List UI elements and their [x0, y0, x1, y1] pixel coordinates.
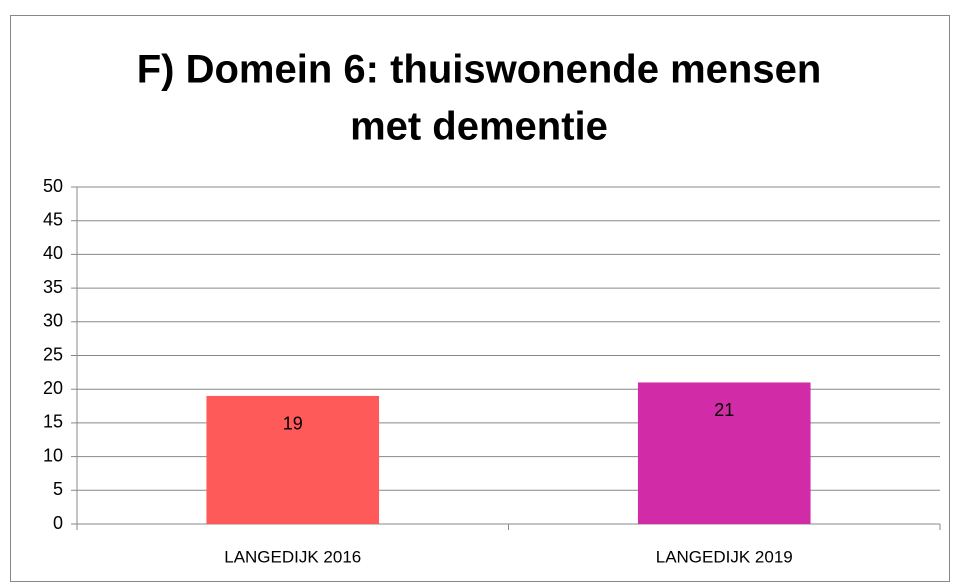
x-tick-label: LANGEDIJK 2019: [656, 547, 793, 566]
chart-title: F) Domein 6: thuiswonende mensen: [137, 48, 822, 92]
y-tick-label: 40: [43, 243, 63, 263]
y-tick-label: 45: [43, 209, 63, 229]
y-tick-label: 20: [43, 378, 63, 398]
y-tick-label: 50: [43, 176, 63, 196]
value-label: 21: [714, 400, 734, 420]
value-label: 19: [283, 414, 303, 434]
y-tick-label: 15: [43, 412, 63, 432]
chart-title: met dementie: [350, 105, 608, 149]
y-tick-label: 0: [53, 513, 63, 533]
y-tick-label: 30: [43, 311, 63, 331]
x-tick-label: LANGEDIJK 2016: [224, 547, 361, 566]
y-tick-label: 5: [53, 479, 63, 499]
y-tick-label: 10: [43, 445, 63, 465]
bar: [206, 395, 380, 524]
y-tick-label: 35: [43, 277, 63, 297]
y-tick-label: 25: [43, 344, 63, 364]
bar: [637, 382, 811, 524]
